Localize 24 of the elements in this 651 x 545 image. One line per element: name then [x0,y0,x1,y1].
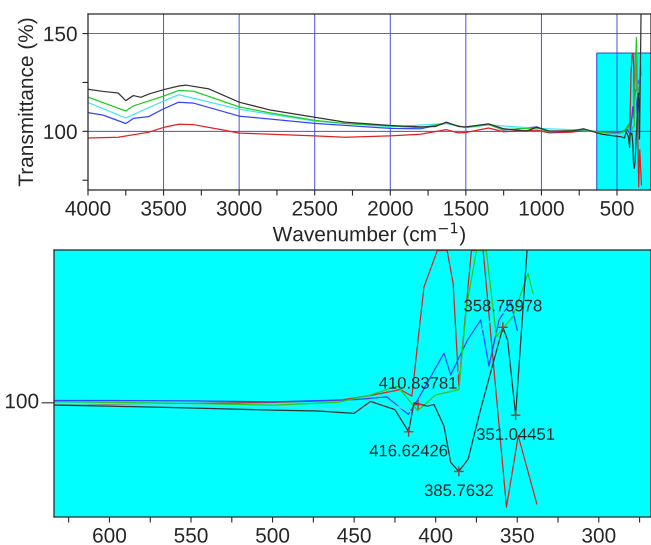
x-tick-label: 400 [418,528,452,543]
x-tick-label: 450 [337,528,371,543]
text: 100 [6,394,38,408]
line-series [88,36,642,138]
x-tick-label: 350 [500,528,534,543]
x-tick-label: 1500 [444,200,488,216]
x-tick-label: 600 [93,528,126,543]
x-tick-label: 500 [256,528,290,543]
x-axis-title: Wavenumber (cm$^{−1}$) [272,222,465,246]
y-axis-title: Transmittance (%) [18,18,38,186]
y-tick-label: 150 [44,26,77,42]
x-tick-label: 550 [174,528,208,543]
line-series [88,52,642,188]
x-tick-label: 300 [582,528,616,543]
x-tick-label: 500 [600,200,634,216]
x-tick-label: 3500 [141,200,186,216]
annotation: 385.7632 [424,484,493,496]
x-tick-label: 4000 [65,200,110,216]
x-tick-label: 2500 [292,200,338,216]
x-tick-label: 3000 [216,200,262,216]
x-tick-label: 1000 [520,200,564,216]
annotation: 416.62426 [370,444,448,456]
x-tick-label: 2000 [368,200,413,216]
line-series [88,14,642,169]
